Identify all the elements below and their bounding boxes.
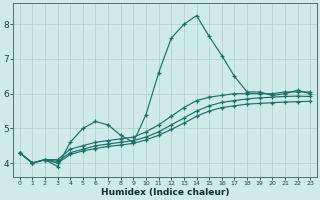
X-axis label: Humidex (Indice chaleur): Humidex (Indice chaleur) bbox=[101, 188, 229, 197]
